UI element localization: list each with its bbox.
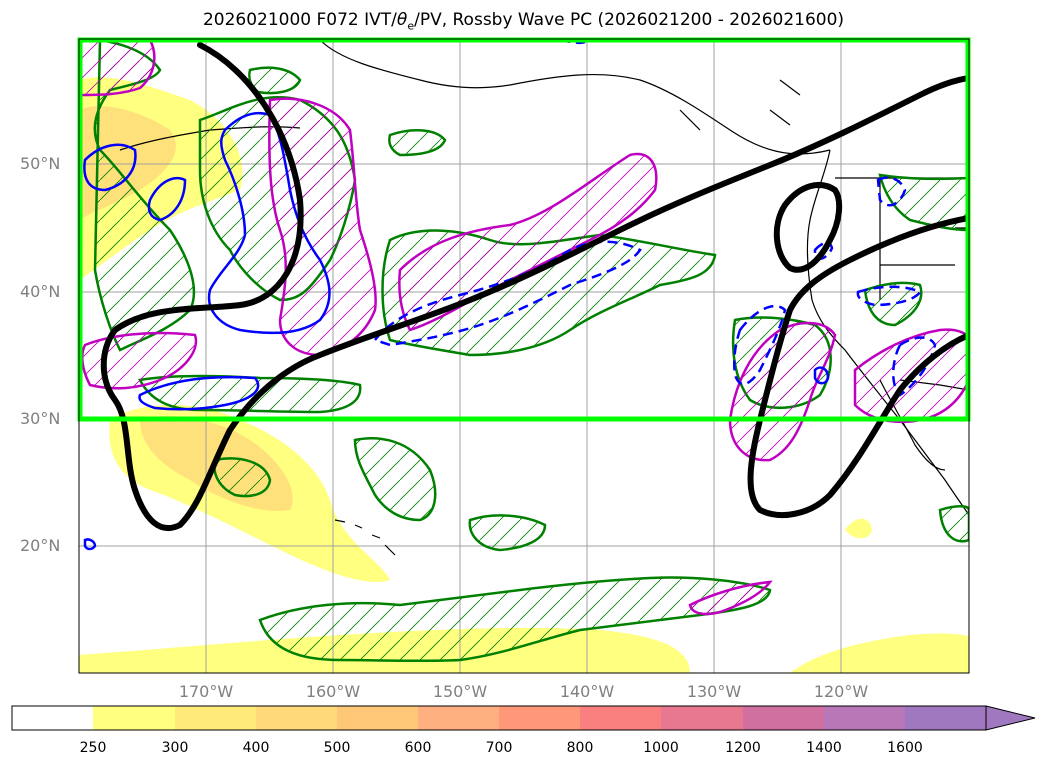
ivt-region-east bbox=[845, 518, 872, 539]
colorbar-tick-250: 250 bbox=[79, 740, 107, 756]
theta-contour-south bbox=[688, 580, 773, 616]
rossby-neg-contour-east-south bbox=[892, 336, 937, 397]
colorbar-segment-9 bbox=[661, 706, 743, 730]
pv-contour-south-band bbox=[258, 576, 772, 663]
colorbar-tick-600: 600 bbox=[404, 740, 432, 756]
rossby-neg-contour-midlat bbox=[372, 240, 642, 347]
colorbar-segment-12 bbox=[905, 706, 986, 730]
colorbar-segment-3 bbox=[175, 706, 256, 730]
pv-contour-subtropic-west bbox=[213, 457, 272, 498]
lon-label-170w: 170°W bbox=[178, 682, 234, 701]
lat-label-40n: 40°N bbox=[20, 282, 61, 301]
lon-label-160w: 160°W bbox=[305, 682, 361, 701]
rossby-neg-contour-east-sub bbox=[732, 304, 787, 386]
region-box bbox=[77, 37, 971, 422]
colorbar-tick-700: 700 bbox=[485, 740, 513, 756]
colorbar-segment-1 bbox=[12, 706, 93, 730]
pv-contour-north-small bbox=[388, 129, 447, 157]
colorbar-tick-800: 800 bbox=[566, 740, 594, 756]
jet-contour-main bbox=[100, 42, 969, 532]
islands-north bbox=[679, 79, 801, 131]
rossby-positive-contours bbox=[83, 111, 830, 551]
theta-contour-northwest bbox=[79, 39, 156, 97]
colorbar-tick-1600: 1600 bbox=[887, 740, 923, 756]
colorbar-tick-1400: 1400 bbox=[806, 740, 842, 756]
coastlines bbox=[119, 39, 969, 556]
rossby-pos-contour-northwest bbox=[83, 143, 137, 192]
colorbar-tick-500: 500 bbox=[323, 740, 351, 756]
page-title: 2026021000 F072 IVT/θe/PV, Rossby Wave P… bbox=[202, 10, 845, 33]
rossby-neg-contour-east-north bbox=[876, 176, 907, 207]
theta-contour-midlat bbox=[398, 152, 658, 332]
jet-contour-east bbox=[747, 215, 969, 518]
lon-label-140w: 140°W bbox=[559, 682, 615, 701]
colorbar-tick-1000: 1000 bbox=[643, 740, 679, 756]
colorbar-outline bbox=[11, 705, 986, 731]
rossby-pos-contour-south bbox=[83, 538, 97, 551]
colorbar bbox=[11, 705, 1036, 731]
colorbar-segment-5 bbox=[337, 706, 418, 730]
colorbar-tick-400: 400 bbox=[242, 740, 270, 756]
lat-label-30n: 30°N bbox=[20, 409, 61, 428]
colorbar-segment-11 bbox=[824, 706, 905, 730]
colorbar-segment-7 bbox=[499, 706, 580, 730]
rossby-pos-contour-central bbox=[207, 111, 331, 335]
coastline-north-america-west bbox=[806, 149, 969, 516]
lat-label-20n: 20°N bbox=[20, 536, 61, 555]
hawaii-islands bbox=[334, 519, 396, 556]
colorbar-segment-10 bbox=[743, 706, 824, 730]
colorbar-segment-8 bbox=[580, 706, 661, 730]
coastline-alaska bbox=[319, 39, 831, 155]
lon-label-150w: 150°W bbox=[432, 682, 488, 701]
rossby-pos-contour-north-small bbox=[147, 176, 187, 222]
colorbar-segment-2 bbox=[93, 706, 175, 730]
jet-contours bbox=[100, 42, 969, 532]
lon-label-120w: 120°W bbox=[813, 682, 869, 701]
colorbar-segment-4 bbox=[256, 706, 337, 730]
pv-contour-east-edge bbox=[938, 505, 969, 543]
jet-contour-east-ring bbox=[773, 182, 843, 273]
colorbar-tick-300: 300 bbox=[161, 740, 189, 756]
lat-label-50n: 50°N bbox=[20, 154, 61, 173]
theta-contours bbox=[79, 39, 969, 616]
map-frame bbox=[78, 38, 970, 674]
pv-contour-south-small bbox=[468, 514, 547, 552]
colorbar-segment-6 bbox=[418, 706, 499, 730]
pv-contour-subtropic-mid bbox=[353, 437, 437, 522]
lon-label-130w: 130°W bbox=[686, 682, 742, 701]
ivt-region-southeast bbox=[790, 633, 969, 673]
colorbar-extend-arrow bbox=[985, 705, 1036, 731]
pv-contour-east-mid bbox=[863, 281, 923, 327]
rossby-pos-contour-east bbox=[813, 366, 830, 385]
rossby-pos-contour-west-30n bbox=[138, 375, 260, 411]
colorbar-tick-1200: 1200 bbox=[725, 740, 761, 756]
theta-contour-west-30n bbox=[81, 331, 198, 390]
